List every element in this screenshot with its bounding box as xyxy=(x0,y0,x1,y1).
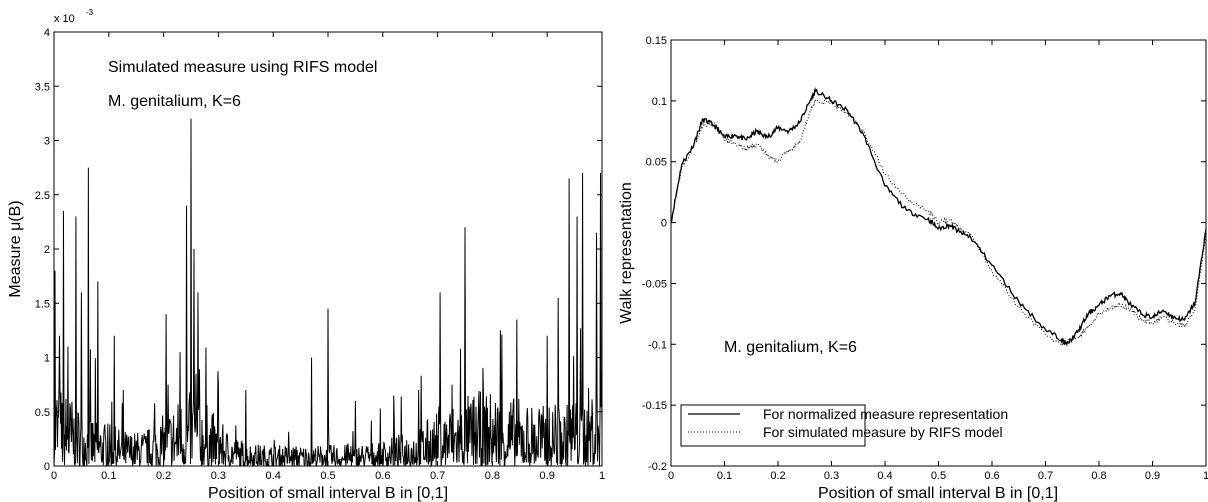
legend-box xyxy=(680,404,866,447)
left-x-axis-label: Position of small interval B in [0,1] xyxy=(208,485,448,502)
left-y-tick-label: 3.5 xyxy=(35,81,50,93)
left-annotation-title: Simulated measure using RIFS model xyxy=(108,59,377,76)
right-y-tick-label: 0.1 xyxy=(652,96,667,108)
left-y-axis-label: Measure μ(B) xyxy=(7,200,24,297)
legend-label-simulated: For simulated measure by RIFS model xyxy=(763,424,1003,440)
left-y-axis: 0 0.5 1 1.5 2 2.5 3 3.5 4 xyxy=(35,27,602,473)
right-x-axis-label: Position of small interval B in [0,1] xyxy=(818,485,1058,502)
series-simulated-line xyxy=(670,98,1207,346)
left-exponent-base: x 10 xyxy=(54,13,75,25)
left-exponent-power: -3 xyxy=(86,8,94,17)
right-y-axis: -0.2 -0.15 -0.1 -0.05 0 0.05 0.1 0.15 xyxy=(642,35,1206,473)
left-chart: 0 0.1 0.2 0.3 0.4 0.5 0.6 0.7 0.8 0.9 1 0 0.5 1 1.5 2 2… xyxy=(7,8,605,502)
left-annotation-organism: M. genitalium, K=6 xyxy=(108,93,241,110)
left-y-tick-label: 1.5 xyxy=(35,298,50,310)
left-x-tick-label: 0.9 xyxy=(540,470,555,482)
left-measure-line xyxy=(53,118,603,468)
left-x-tick-label: 0.4 xyxy=(266,470,281,482)
left-x-tick-label: 0.2 xyxy=(156,470,171,482)
right-y-tick-label: -0.15 xyxy=(642,400,667,412)
left-x-tick-label: 0 xyxy=(51,470,57,482)
left-x-tick-label: 0.3 xyxy=(211,470,226,482)
right-x-tick-label: 0.6 xyxy=(984,470,999,482)
right-x-axis: 0 0.1 0.2 0.3 0.4 0.5 0.6 0.7 0.8 0.9 1 xyxy=(668,40,1208,482)
left-x-axis: 0 0.1 0.2 0.3 0.4 0.5 0.6 0.7 0.8 0.9 1 xyxy=(51,32,605,482)
left-x-tick-label: 0.6 xyxy=(375,470,390,482)
left-x-tick-label: 0.1 xyxy=(101,470,116,482)
right-x-tick-label: 1 xyxy=(1203,470,1208,482)
series-normalized-line xyxy=(670,86,1207,347)
right-y-tick-label: -0.1 xyxy=(648,339,667,351)
left-x-tick-label: 0.7 xyxy=(430,470,445,482)
right-y-axis-label: Walk representation xyxy=(618,182,635,324)
right-x-tick-label: 0.3 xyxy=(824,470,839,482)
right-y-tick-label: 0.05 xyxy=(646,157,667,169)
right-x-tick-label: 0.1 xyxy=(717,470,732,482)
right-x-tick-label: 0.5 xyxy=(931,470,946,482)
left-series-measure xyxy=(53,118,603,468)
right-chart: 0 0.1 0.2 0.3 0.4 0.5 0.6 0.7 0.8 0.9 1 -0.2-0.15-… xyxy=(618,35,1208,502)
right-annotation-organism: M. genitalium, K=6 xyxy=(724,339,857,356)
left-y-tick-label: 4 xyxy=(44,27,50,39)
right-y-tick-label: -0.2 xyxy=(648,461,667,473)
left-y-tick-label: 2.5 xyxy=(35,190,50,202)
right-legend: For normalized measure representation Fo… xyxy=(680,404,1008,447)
right-x-tick-label: 0 xyxy=(668,470,674,482)
left-y-tick-label: 1 xyxy=(44,353,50,365)
right-x-tick-label: 0.8 xyxy=(1091,470,1106,482)
left-x-tick-label: 1 xyxy=(599,470,605,482)
right-y-tick-label: 0.15 xyxy=(646,35,667,47)
right-series-group xyxy=(670,86,1207,347)
left-y-tick-label: 2 xyxy=(44,244,50,256)
right-x-tick-label: 0.4 xyxy=(877,470,892,482)
legend-label-normalized: For normalized measure representation xyxy=(763,406,1008,422)
right-y-tick-label: 0 xyxy=(661,218,667,230)
left-x-tick-label: 0.8 xyxy=(485,470,500,482)
right-x-tick-label: 0.2 xyxy=(770,470,785,482)
right-y-tick-label: -0.05 xyxy=(642,278,667,290)
right-x-tick-label: 0.9 xyxy=(1145,470,1160,482)
left-y-tick-label: 0 xyxy=(44,461,50,473)
left-y-tick-label: 3 xyxy=(44,136,50,148)
left-y-tick-label: 0.5 xyxy=(35,407,50,419)
left-x-tick-label: 0.5 xyxy=(320,470,335,482)
right-plot-area xyxy=(670,39,1207,467)
right-x-tick-label: 0.7 xyxy=(1038,470,1053,482)
